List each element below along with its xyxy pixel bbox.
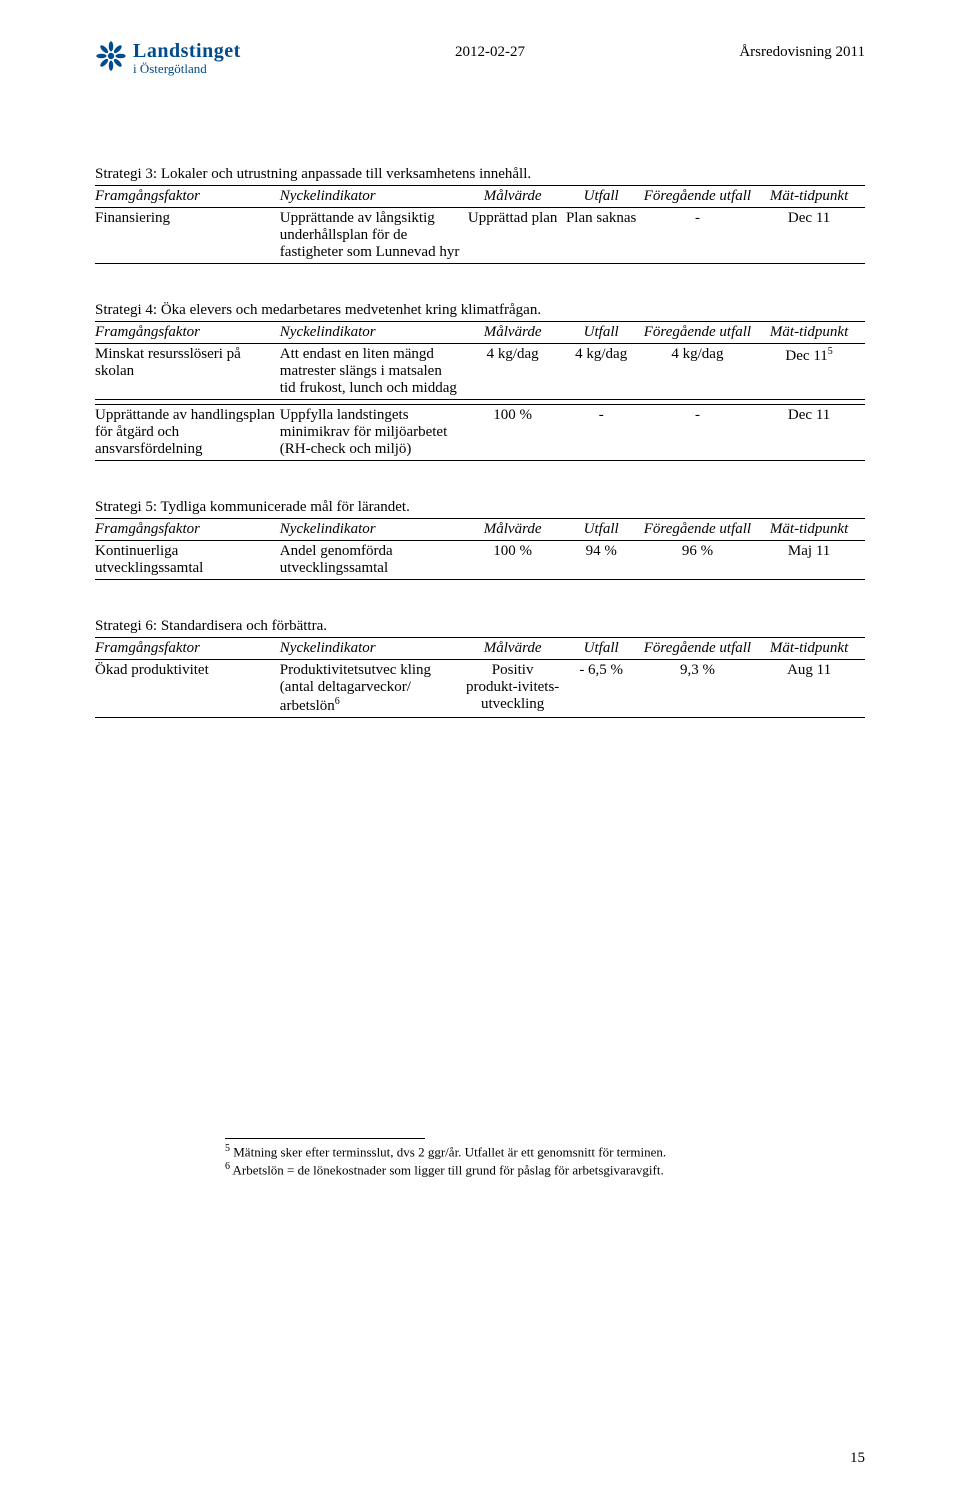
col-foregaende: Föregående utfall (642, 638, 758, 660)
col-utfall: Utfall (565, 186, 642, 208)
strategy-6-table: Framgångsfaktor Nyckelindikator Målvärde… (95, 637, 865, 718)
cell-malvarde: 100 % (465, 405, 565, 461)
col-malvarde: Målvärde (465, 519, 565, 541)
col-matt: Mät-tidpunkt (757, 186, 865, 208)
cell-malvarde: Upprättad plan (465, 208, 565, 264)
col-matt: Mät-tidpunkt (757, 638, 865, 660)
col-nyckel: Nyckelindikator (280, 186, 465, 208)
strategy-3-section: Strategi 3: Lokaler och utrustning anpas… (95, 166, 865, 264)
table-row: Kontinuerliga utvecklingssamtal Andel ge… (95, 541, 865, 580)
table-header-row: Framgångsfaktor Nyckelindikator Målvärde… (95, 638, 865, 660)
cell-framgang: Finansiering (95, 208, 280, 264)
cell-nyckel: Att endast en liten mängd matrester slän… (280, 344, 465, 400)
cell-foregaende: 4 kg/dag (642, 344, 758, 400)
table-row: Minskat resursslöseri på skolan Att enda… (95, 344, 865, 400)
strategy-3-table: Framgångsfaktor Nyckelindikator Målvärde… (95, 185, 865, 264)
cell-nyckel: Upprättande av långsiktig underhållsplan… (280, 208, 465, 264)
logo: Landstinget i Östergötland (95, 40, 241, 76)
col-nyckel: Nyckelindikator (280, 638, 465, 660)
col-utfall: Utfall (565, 519, 642, 541)
cell-foregaende: - (642, 208, 758, 264)
col-utfall: Utfall (565, 322, 642, 344)
col-malvarde: Målvärde (465, 186, 565, 208)
table-header-row: Framgångsfaktor Nyckelindikator Målvärde… (95, 186, 865, 208)
col-foregaende: Föregående utfall (642, 322, 758, 344)
col-nyckel: Nyckelindikator (280, 322, 465, 344)
col-malvarde: Målvärde (465, 638, 565, 660)
cell-malvarde: Positiv produkt-ivitets-utveckling (465, 660, 565, 718)
table-row: Ökad produktivitet Produktivitetsutvec k… (95, 660, 865, 718)
cell-matt: Dec 11 (757, 405, 865, 461)
col-malvarde: Målvärde (465, 322, 565, 344)
col-framgang: Framgångsfaktor (95, 638, 280, 660)
cell-framgang: Upprättande av handlingsplan för åtgärd … (95, 405, 280, 461)
page-header: Landstinget i Östergötland 2012-02-27 År… (95, 40, 865, 76)
strategy-5-title: Strategi 5: Tydliga kommunicerade mål fö… (95, 499, 865, 516)
cell-nyckel: Uppfylla landstingets minimikrav för mil… (280, 405, 465, 461)
col-foregaende: Föregående utfall (642, 519, 758, 541)
table-row: Finansiering Upprättande av långsiktig u… (95, 208, 865, 264)
footnote-separator (225, 1138, 425, 1139)
strategy-6-title: Strategi 6: Standardisera och förbättra. (95, 618, 865, 635)
cell-foregaende: - (642, 405, 758, 461)
cell-utfall: - 6,5 % (565, 660, 642, 718)
cell-framgang: Ökad produktivitet (95, 660, 280, 718)
strategy-5-table: Framgångsfaktor Nyckelindikator Målvärde… (95, 518, 865, 580)
footnote-5: 5 Mätning sker efter terminsslut, dvs 2 … (225, 1143, 865, 1160)
col-framgang: Framgångsfaktor (95, 186, 280, 208)
cell-foregaende: 96 % (642, 541, 758, 580)
cell-framgang: Kontinuerliga utvecklingssamtal (95, 541, 280, 580)
table-header-row: Framgångsfaktor Nyckelindikator Målvärde… (95, 519, 865, 541)
cell-malvarde: 100 % (465, 541, 565, 580)
cell-utfall: Plan saknas (565, 208, 642, 264)
strategy-3-title: Strategi 3: Lokaler och utrustning anpas… (95, 166, 865, 183)
col-utfall: Utfall (565, 638, 642, 660)
cell-utfall: - (565, 405, 642, 461)
cell-nyckel: Andel genomförda utvecklingssamtal (280, 541, 465, 580)
col-nyckel: Nyckelindikator (280, 519, 465, 541)
header-doc-title: Årsredovisning 2011 (739, 40, 865, 61)
strategy-4-title: Strategi 4: Öka elevers och medarbetares… (95, 302, 865, 319)
cell-matt: Maj 11 (757, 541, 865, 580)
strategy-5-section: Strategi 5: Tydliga kommunicerade mål fö… (95, 499, 865, 580)
page-number: 15 (850, 1450, 865, 1467)
cell-matt: Dec 115 (757, 344, 865, 400)
col-matt: Mät-tidpunkt (757, 322, 865, 344)
footnote-6: 6 Arbetslön = de lönekostnader som ligge… (225, 1161, 865, 1178)
header-date: 2012-02-27 (455, 40, 525, 61)
strategy-4-table: Framgångsfaktor Nyckelindikator Målvärde… (95, 321, 865, 461)
strategy-4-section: Strategi 4: Öka elevers och medarbetares… (95, 302, 865, 461)
col-foregaende: Föregående utfall (642, 186, 758, 208)
cell-utfall: 94 % (565, 541, 642, 580)
strategy-6-section: Strategi 6: Standardisera och förbättra.… (95, 618, 865, 718)
col-framgang: Framgångsfaktor (95, 322, 280, 344)
table-row: Upprättande av handlingsplan för åtgärd … (95, 405, 865, 461)
landstinget-icon (95, 40, 127, 72)
footnotes: 5 Mätning sker efter terminsslut, dvs 2 … (225, 1143, 865, 1178)
logo-subtitle: i Östergötland (133, 62, 241, 76)
table-header-row: Framgångsfaktor Nyckelindikator Målvärde… (95, 322, 865, 344)
cell-foregaende: 9,3 % (642, 660, 758, 718)
cell-framgang: Minskat resursslöseri på skolan (95, 344, 280, 400)
cell-matt: Dec 11 (757, 208, 865, 264)
col-matt: Mät-tidpunkt (757, 519, 865, 541)
cell-matt: Aug 11 (757, 660, 865, 718)
cell-nyckel: Produktivitetsutvec kling (antal deltaga… (280, 660, 465, 718)
col-framgang: Framgångsfaktor (95, 519, 280, 541)
logo-title: Landstinget (133, 40, 241, 62)
cell-utfall: 4 kg/dag (565, 344, 642, 400)
cell-malvarde: 4 kg/dag (465, 344, 565, 400)
